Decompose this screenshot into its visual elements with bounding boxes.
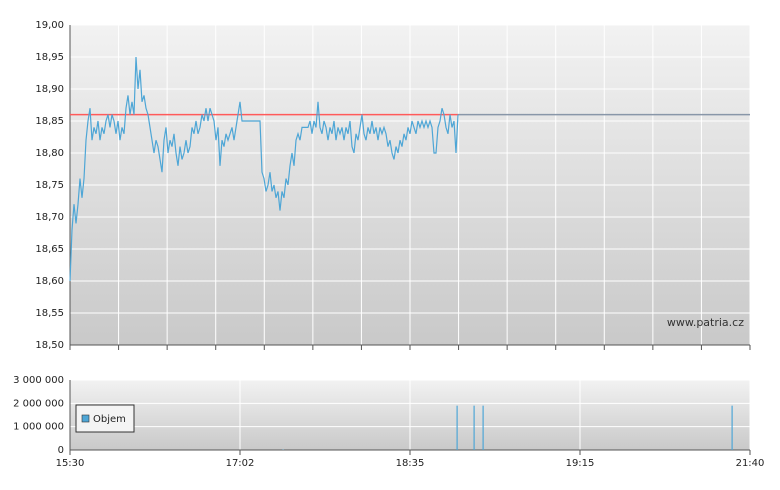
volume-bar	[731, 405, 733, 450]
y-tick-label: 18,65	[35, 244, 64, 255]
x-tick-label: 21:40	[736, 458, 765, 469]
x-tick-label: 18:35	[396, 458, 425, 469]
legend-swatch	[81, 414, 90, 423]
y-tick-label: 18,95	[35, 52, 64, 63]
y-tick-label: 18,90	[35, 84, 64, 95]
legend-label: Objem	[93, 414, 126, 425]
price-line	[69, 56, 459, 282]
volume-bar	[482, 405, 484, 450]
y-tick-label: 18,50	[35, 340, 64, 351]
watermark: www.patria.cz	[667, 316, 744, 329]
x-tick-label: 17:02	[226, 458, 255, 469]
volume-bar	[456, 405, 458, 450]
y-tick-label: 2 000 000	[13, 398, 64, 409]
y-tick-label: 3 000 000	[13, 375, 64, 386]
x-tick-label: 19:15	[566, 458, 595, 469]
volume-bar	[473, 405, 475, 450]
y-tick-label: 18,80	[35, 148, 64, 159]
y-tick-label: 18,60	[35, 276, 64, 287]
y-tick-label: 1 000 000	[13, 422, 64, 433]
y-tick-label: 18,85	[35, 116, 64, 127]
y-tick-label: 18,75	[35, 180, 64, 191]
y-tick-label: 19,00	[35, 20, 64, 31]
y-tick-label: 18,70	[35, 212, 64, 223]
x-tick-label: 15:30	[56, 458, 85, 469]
y-tick-label: 18,55	[35, 308, 64, 319]
y-tick-label: 0	[58, 445, 64, 456]
